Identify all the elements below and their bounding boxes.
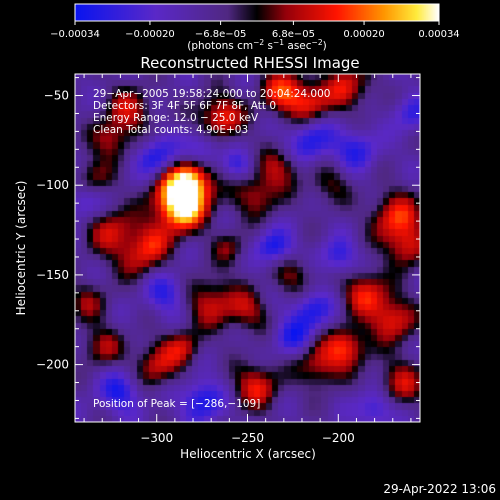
timestamp-text: 29-Apr-2022 13:06 [383,482,496,496]
colorbar-tick-label: −0.00034 [50,29,100,40]
y-axis: −50 −100 −150 −200 [36,77,420,419]
colorbar-gradient [75,4,439,21]
y-tick-label: −150 [36,268,69,282]
observation-info: 29−Apr−2005 19:58:24.000 to 20:04:24.000… [93,88,330,136]
peak-position-text: Position of Peak = [−286,−109] [93,398,260,410]
colorbar-unit-label: (photons cm−2 s−1 asec−2) [187,38,326,52]
x-tick-label: −200 [322,431,355,445]
clean-counts-text: Clean Total counts: 4.90E+03 [93,124,248,136]
colorbar-ticks: −0.00034 −0.00020 −6.8e−05 6.8e−05 0.00020 0.… [50,21,460,40]
colorbar-frame [74,3,440,22]
detectors-text: Detectors: 3F 4F 5F 6F 7F 8F, Att 0 [93,100,276,112]
colorbar-tick-label: 0.00020 [343,29,384,40]
colorbar: −0.00034 −0.00020 −6.8e−05 6.8e−05 0.00020 0.… [50,3,460,52]
x-axis: −300 −250 −200 [83,74,412,445]
x-axis-label: Heliocentric X (arcsec) [180,447,316,461]
colorbar-tick-label: 6.8e−05 [272,29,315,40]
y-axis-label: Heliocentric Y (arcsec) [14,181,28,316]
y-tick-label: −50 [44,89,69,103]
colorbar-tick-label: 0.00034 [418,29,459,40]
x-tick-label: −300 [140,431,173,445]
y-tick-label: −100 [36,178,69,192]
energy-range-text: Energy Range: 12.0 − 25.0 keV [93,112,259,124]
heatmap-image [75,74,420,422]
time-range-text: 29−Apr−2005 19:58:24.000 to 20:04:24.000 [93,88,330,100]
colorbar-tick-label: −0.00020 [125,29,175,40]
x-tick-label: −250 [231,431,264,445]
y-tick-label: −200 [36,358,69,372]
colorbar-tick-label: −6.8e−05 [195,29,247,40]
chart-title: Reconstructed RHESSI Image [140,54,359,72]
